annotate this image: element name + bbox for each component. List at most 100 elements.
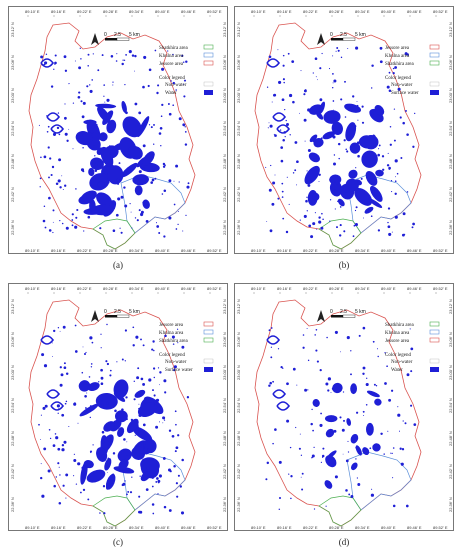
- water-body: [325, 415, 338, 423]
- water-body: [365, 422, 374, 436]
- water-pixel: [100, 382, 104, 386]
- water-pixel: [294, 169, 297, 172]
- scalebar-end: 5 km: [129, 309, 140, 315]
- water-pixel: [90, 194, 92, 196]
- water-pixel: [59, 330, 61, 332]
- water-pixel: [73, 458, 77, 463]
- water-pixel: [145, 452, 147, 454]
- water-pixel: [52, 355, 53, 357]
- water-body: [134, 185, 143, 196]
- water-pixel: [81, 371, 84, 374]
- water-pixel: [333, 429, 337, 433]
- water-pixel: [278, 496, 282, 500]
- water-body: [80, 190, 97, 203]
- water-pixel: [300, 454, 303, 456]
- water-pixel: [40, 476, 43, 480]
- map-frame: 89.10' E 89.16' E 89.22' E 89.28' E 89.34' E…: [234, 283, 454, 531]
- water-body: [117, 427, 125, 438]
- water-pixel: [53, 329, 56, 333]
- water-pixel: [410, 404, 413, 407]
- water-pixel: [355, 446, 358, 449]
- water-pixel: [65, 400, 68, 403]
- water-pixel: [379, 46, 383, 50]
- water-pixel: [74, 225, 78, 229]
- right-axis-tick-label: 23.12' N: [222, 22, 227, 37]
- water-pixel: [103, 512, 106, 515]
- water-pixel: [394, 159, 398, 163]
- water-pixel: [47, 146, 50, 149]
- water-pixel: [157, 493, 159, 495]
- water-pixel: [155, 222, 158, 224]
- water-pixel: [265, 478, 268, 481]
- water-pixel: [154, 49, 157, 52]
- water-body: [325, 428, 335, 438]
- water-pixel: [133, 380, 136, 383]
- water-body: [354, 187, 373, 206]
- water-pixel: [168, 216, 172, 220]
- bottom-axis-tick-label: 89.16' E: [51, 525, 66, 530]
- water-pixel: [391, 231, 393, 233]
- oxbow-lake: [266, 335, 281, 345]
- water-pixel: [124, 480, 126, 482]
- water-pixel: [337, 180, 341, 183]
- water-pixel: [81, 115, 85, 119]
- water-pixel: [147, 457, 151, 460]
- water-pixel: [74, 350, 78, 353]
- water-pixel: [119, 227, 121, 229]
- water-pixel: [339, 206, 342, 208]
- water-pixel: [272, 380, 275, 383]
- legend-water-swatch: [430, 90, 439, 95]
- water-pixel: [355, 458, 357, 460]
- water-body: [355, 445, 362, 456]
- water-pixel: [269, 229, 273, 233]
- water-pixel: [311, 408, 313, 411]
- water-pixel: [114, 208, 115, 209]
- water-pixel: [61, 413, 65, 417]
- water-pixel: [278, 460, 282, 464]
- water-pixel: [175, 423, 177, 426]
- water-pixel: [117, 197, 121, 201]
- water-pixel: [102, 457, 105, 461]
- water-body: [315, 111, 324, 120]
- water-pixel: [372, 340, 375, 343]
- right-axis-tick-label: 22.54' N: [222, 398, 227, 413]
- top-axis-tick-label: 89.22' E: [77, 9, 92, 14]
- water-pixel: [163, 189, 167, 193]
- water-pixel: [318, 220, 322, 224]
- water-pixel: [167, 50, 169, 52]
- legend-area-swatch: [203, 337, 214, 343]
- bottom-axis-tick-label: 89.40' E: [381, 525, 396, 530]
- water-pixel: [79, 47, 81, 49]
- legend-area-label: Jessore area: [385, 46, 410, 51]
- bottom-axis-tick-label: 89.16' E: [277, 525, 292, 530]
- water-pixel: [182, 61, 185, 63]
- water-pixel: [285, 230, 289, 234]
- water-pixel: [328, 68, 331, 70]
- water-pixel: [57, 447, 61, 451]
- water-pixel: [138, 407, 140, 410]
- water-pixel: [85, 351, 87, 354]
- legend-area-swatch: [429, 329, 440, 335]
- water-pixel: [169, 470, 172, 473]
- water-pixel: [41, 353, 45, 357]
- water-body: [96, 192, 113, 208]
- water-pixel: [101, 454, 105, 458]
- water-pixel: [335, 50, 337, 52]
- water-pixel: [347, 47, 349, 50]
- water-pixel: [184, 126, 186, 128]
- water-pixel: [308, 224, 312, 228]
- water-pixel: [73, 453, 76, 455]
- water-pixel: [55, 476, 57, 478]
- water-pixel: [65, 473, 69, 477]
- water-pixel: [129, 203, 131, 205]
- water-pixel: [106, 472, 108, 473]
- right-axis-tick-label: 23.12' N: [448, 299, 453, 314]
- top-axis-tick-label: 89.34' E: [129, 286, 144, 291]
- water-pixel: [181, 54, 184, 57]
- water-body: [374, 104, 385, 116]
- water-pixel: [125, 111, 128, 115]
- bottom-axis-tick-label: 89.10' E: [251, 525, 266, 530]
- water-pixel: [125, 418, 128, 421]
- water-pixel: [318, 181, 320, 183]
- panel-caption: (a): [113, 260, 123, 270]
